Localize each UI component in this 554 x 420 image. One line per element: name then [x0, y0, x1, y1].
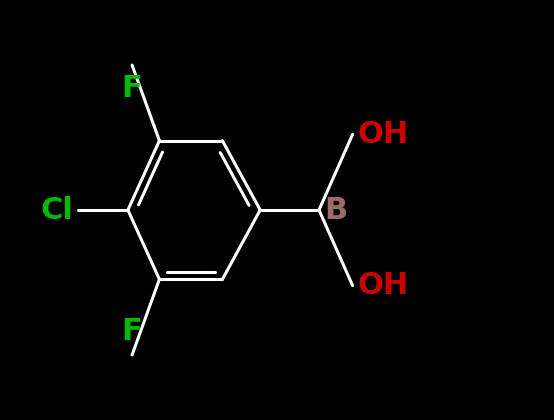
- Text: F: F: [122, 74, 142, 102]
- Text: B: B: [324, 195, 347, 225]
- Text: Cl: Cl: [40, 195, 73, 225]
- Text: F: F: [122, 318, 142, 346]
- Text: OH: OH: [358, 120, 409, 149]
- Text: OH: OH: [358, 271, 409, 300]
